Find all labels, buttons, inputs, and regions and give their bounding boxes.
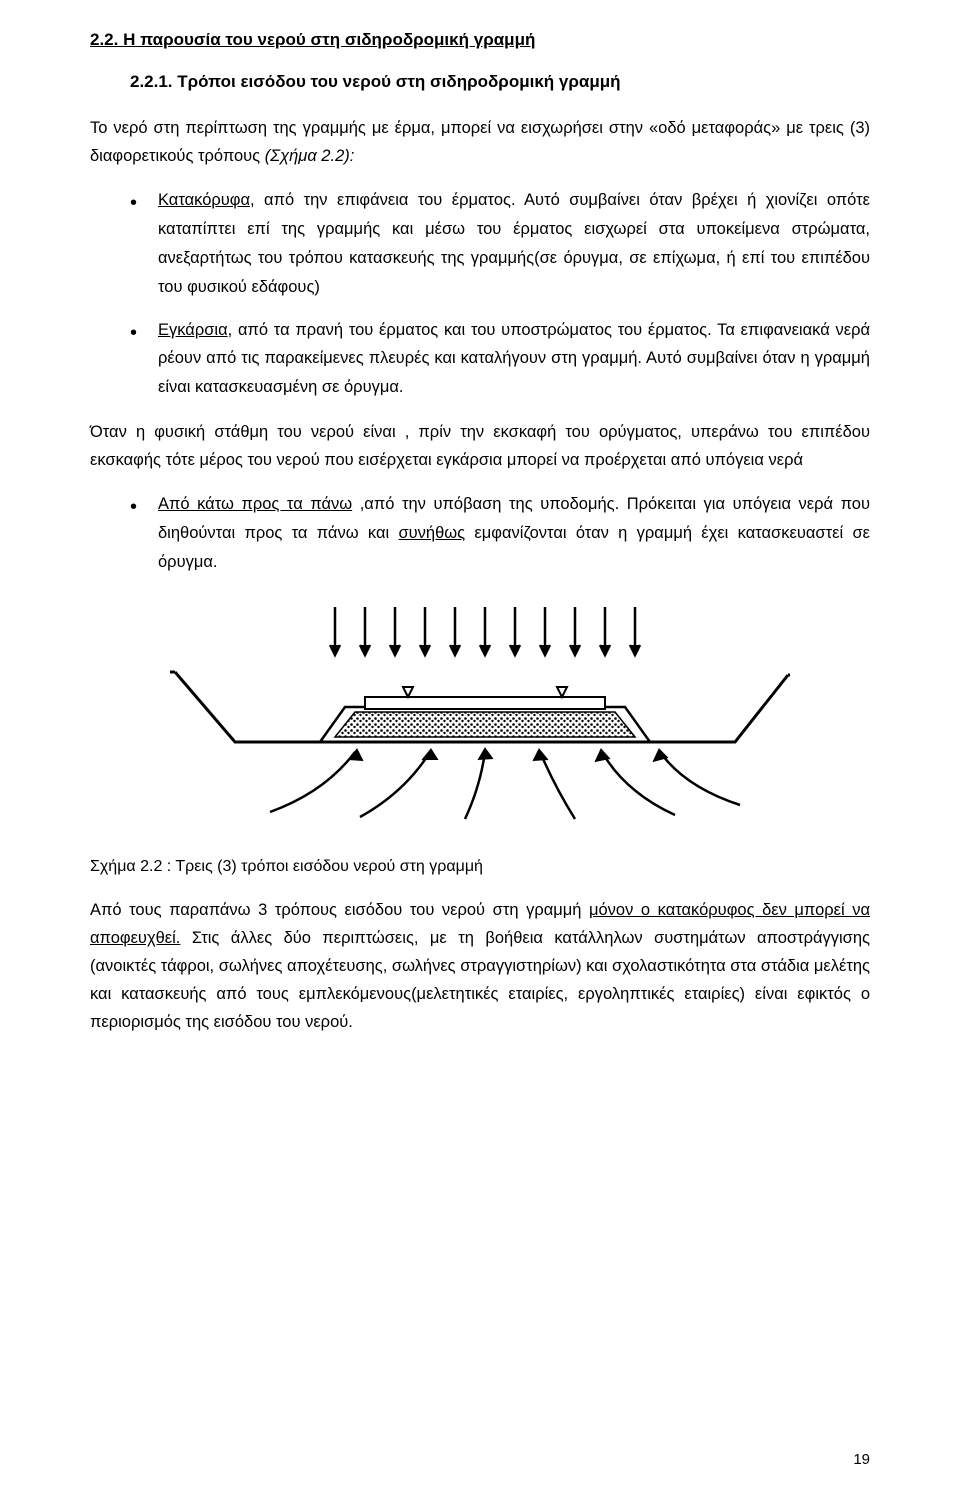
bullet-keyword: Εγκάρσια [158, 321, 228, 339]
list-item: Εγκάρσια, από τα πρανή του έρματος και τ… [130, 316, 870, 403]
final-text-1: Από τους παραπάνω 3 τρόπους εισόδου του … [90, 901, 589, 919]
subsection-heading: 2.2.1. Τρόποι εισόδου του νερού στη σιδη… [130, 72, 870, 92]
final-paragraph: Από τους παραπάνω 3 τρόπους εισόδου του … [90, 896, 870, 1036]
bullet-keyword: Από κάτω προς τα πάνω [158, 495, 352, 513]
bullet-list-1: Κατακόρυφα, από την επιφάνεια του έρματο… [90, 186, 870, 402]
intro-figure-ref: (Σχήμα 2.2): [265, 147, 355, 165]
figure-container [90, 597, 870, 822]
bullet-keyword-2: συνήθως [398, 524, 465, 542]
bullet-list-2: Από κάτω προς τα πάνω ,από την υπόβαση τ… [90, 490, 870, 577]
bullet-text: , από την επιφάνεια του έρματος. Αυτό συ… [158, 191, 870, 296]
list-item: Κατακόρυφα, από την επιφάνεια του έρματο… [130, 186, 870, 302]
final-text-2: Στις άλλες δύο περιπτώσεις, με τη βοήθει… [90, 929, 870, 1031]
bullet-keyword: Κατακόρυφα [158, 191, 250, 209]
document-page: 2.2. Η παρουσία του νερού στη σιδηροδρομ… [0, 0, 960, 1490]
mid-paragraph: Όταν η φυσική στάθμη του νερού είναι , π… [90, 418, 870, 474]
figure-caption: Σχήμα 2.2 : Τρεις (3) τρόποι εισόδου νερ… [90, 858, 870, 876]
cross-section-diagram [170, 597, 790, 822]
intro-paragraph: Το νερό στη περίπτωση της γραμμής με έρμ… [90, 114, 870, 170]
intro-text: Το νερό στη περίπτωση της γραμμής με έρμ… [90, 119, 870, 165]
list-item: Από κάτω προς τα πάνω ,από την υπόβαση τ… [130, 490, 870, 577]
bullet-text: , από τα πρανή του έρματος και του υποστ… [158, 321, 870, 397]
page-number: 19 [853, 1451, 870, 1468]
section-heading: 2.2. Η παρουσία του νερού στη σιδηροδρομ… [90, 30, 870, 50]
